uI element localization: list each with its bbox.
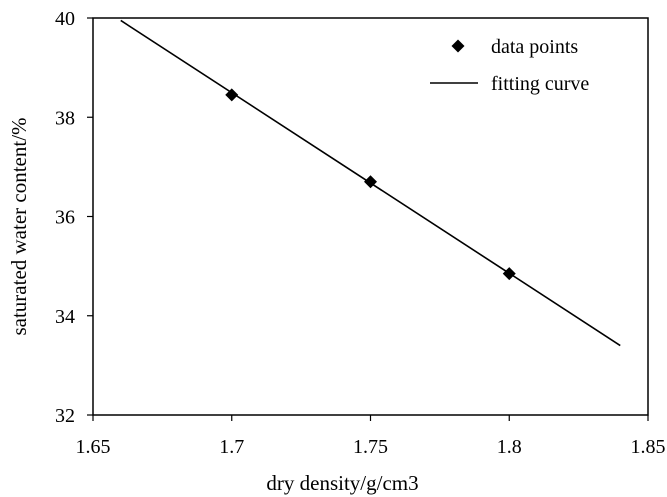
y-tick-label: 34	[55, 306, 75, 328]
legend-label-data-points: data points	[491, 36, 578, 58]
legend: data points fitting curve	[430, 36, 589, 95]
x-tick-label: 1.65	[76, 436, 111, 458]
series-layer	[120, 19, 621, 347]
y-tick-label: 38	[55, 107, 75, 129]
x-tick-label: 1.75	[353, 436, 388, 458]
x-tick-label: 1.8	[497, 436, 522, 458]
data-point	[364, 175, 377, 189]
x-tick-label: 1.85	[631, 436, 666, 458]
axis-ticks	[87, 17, 649, 421]
x-tick-label: 1.7	[219, 436, 244, 458]
y-axis-title: saturated water content/%	[7, 117, 31, 335]
y-tick-label: 36	[55, 207, 75, 229]
y-tick-label: 40	[55, 8, 75, 30]
y-tick-label: 32	[55, 405, 75, 427]
tick-labels: 1.65 1.7 1.75 1.8 1.85 32 34 36 38 40	[55, 8, 666, 458]
data-point	[502, 267, 516, 281]
x-axis-title: dry density/g/cm3	[266, 471, 418, 495]
data-point	[225, 88, 239, 102]
legend-label-fitting-curve: fitting curve	[491, 73, 589, 95]
legend-marker-data-points	[451, 39, 465, 53]
